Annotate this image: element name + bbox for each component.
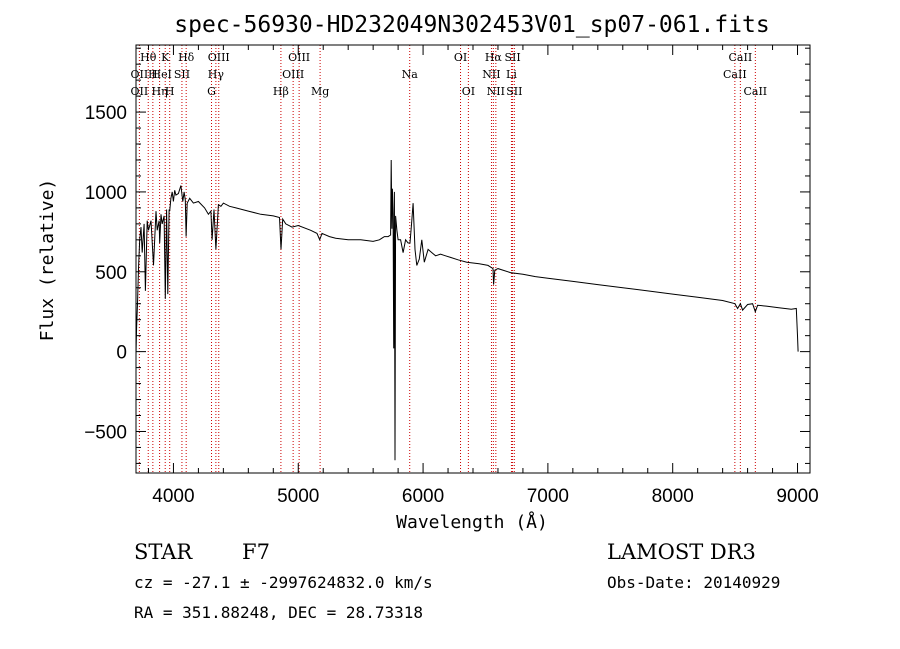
line-label: OI: [462, 85, 475, 98]
cz-readout: cz = -27.1 ± -2997624832.0 km/s: [134, 573, 433, 592]
line-label: Hα: [485, 51, 503, 64]
y-tick-label: 1000: [85, 183, 127, 204]
spectrum-line: [135, 159, 799, 461]
line-markers: [138, 45, 756, 473]
line-label: Hθ: [140, 51, 157, 64]
line-label: OIII: [282, 68, 304, 81]
y-axis-ticks: −500 0 500 1000 1500: [84, 47, 810, 464]
survey-name: LAMOST DR3: [607, 540, 756, 564]
line-label: CaII: [729, 51, 753, 64]
line-label: Hγ: [208, 68, 225, 81]
line-label: OIII: [288, 51, 310, 64]
line-label: SII: [504, 51, 520, 64]
line-label: G: [207, 85, 216, 98]
line-label: Mg: [311, 85, 329, 98]
line-label: CaII: [743, 85, 767, 98]
line-label: NII: [487, 85, 505, 98]
plot-frame: [135, 44, 811, 474]
line-label: Hδ: [178, 51, 195, 64]
y-axis-label: Flux (relative): [37, 179, 58, 342]
line-label: Hβ: [273, 85, 289, 98]
line-label: OIII: [208, 51, 230, 64]
line-label: SII: [174, 68, 190, 81]
line-label: K: [161, 51, 170, 64]
line-label: OII: [131, 85, 149, 98]
x-axis-ticks: 4000 5000 6000 7000 8000 9000: [147, 45, 819, 507]
coordinates: RA = 351.88248, DEC = 28.73318: [134, 603, 423, 622]
line-label: Hη: [151, 85, 167, 98]
line-label: Na: [402, 68, 419, 81]
y-tick-label: 0: [116, 343, 127, 364]
line-label: NII: [482, 68, 500, 81]
obs-date: Obs-Date: 20140929: [607, 573, 780, 592]
line-label: OI: [454, 51, 467, 64]
chart-title: spec-56930-HD232049N302453V01_sp07-061.f…: [174, 12, 769, 38]
x-tick-label: 9000: [776, 486, 818, 507]
x-tick-label: 5000: [277, 486, 319, 507]
line-label: He: [152, 68, 168, 81]
y-tick-label: 1500: [85, 103, 127, 124]
x-tick-label: 6000: [402, 486, 444, 507]
line-label: OII: [131, 68, 149, 81]
y-tick-label: −500: [84, 422, 127, 443]
x-tick-label: 4000: [152, 486, 194, 507]
x-tick-label: 8000: [652, 486, 694, 507]
line-label: CaII: [723, 68, 747, 81]
x-axis-label: Wavelength (Å): [396, 511, 548, 533]
line-label: SII: [506, 85, 522, 98]
y-tick-label: 500: [95, 263, 127, 284]
line-label: I: [168, 68, 172, 81]
line-label: Li: [506, 68, 517, 81]
x-tick-label: 7000: [527, 486, 569, 507]
object-type: STAR: [134, 540, 193, 564]
line-label: H: [165, 85, 175, 98]
line-label: H: [148, 68, 158, 81]
subclass: F7: [242, 540, 270, 564]
